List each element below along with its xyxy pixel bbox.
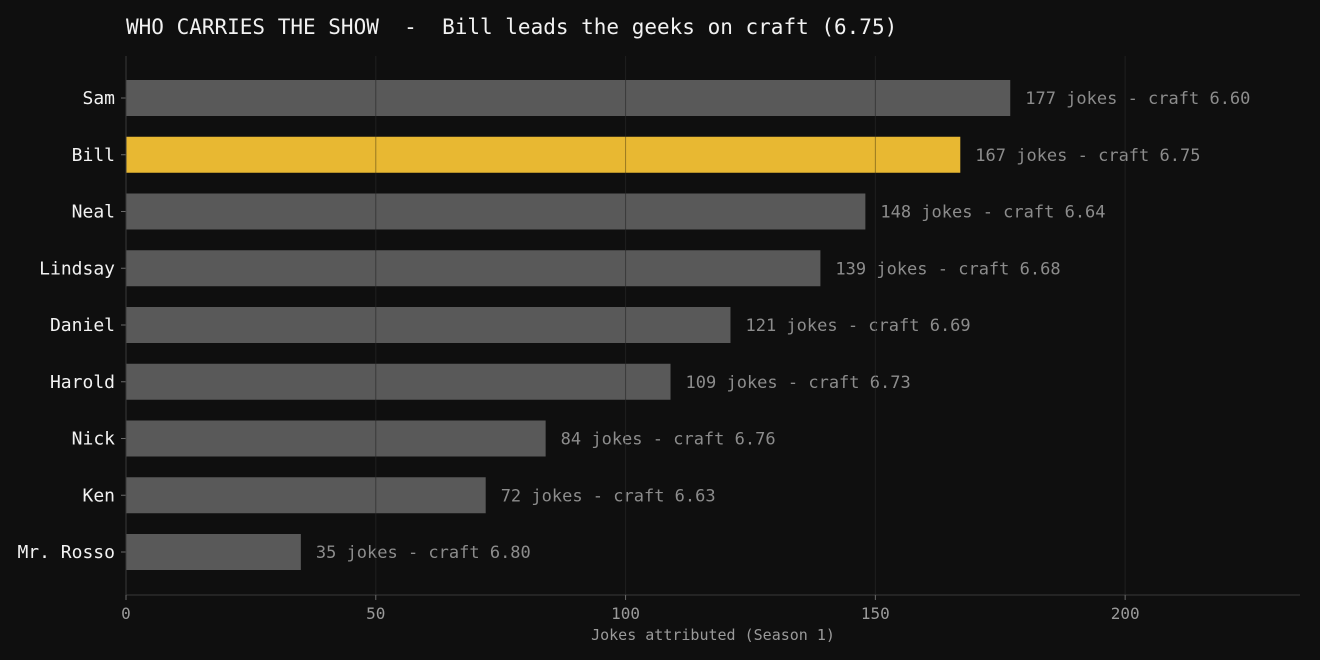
category-label-sam: Sam: [82, 88, 115, 109]
value-label-daniel: 121 jokes - craft 6.69: [745, 316, 970, 336]
chart-title: WHO CARRIES THE SHOW - Bill leads the ge…: [126, 15, 897, 39]
category-label-daniel: Daniel: [50, 315, 115, 336]
x-tick-label-50: 50: [366, 604, 385, 623]
x-tick-label-0: 0: [121, 604, 131, 623]
bar-mr-rosso: [126, 534, 301, 570]
bar-ken: [126, 477, 486, 514]
category-label-nick: Nick: [72, 429, 116, 450]
bars: Sam 177 jokes - craft 6.60 Bill 167 jokes -…: [17, 56, 1250, 595]
value-label-harold: 109 jokes - craft 6.73: [686, 373, 911, 393]
bar-sam: [126, 80, 1011, 116]
value-label-bill: 167 jokes - craft 6.75: [975, 146, 1200, 166]
bar-nick: [126, 420, 546, 457]
x-axis: 0 50 100 150 200: [121, 56, 1300, 623]
bar-bill: [126, 136, 961, 173]
x-tick-label-150: 150: [861, 604, 890, 623]
category-label-harold: Harold: [50, 372, 115, 393]
category-label-lindsay: Lindsay: [39, 258, 115, 279]
category-label-neal: Neal: [72, 202, 115, 223]
value-label-sam: 177 jokes - craft 6.60: [1025, 89, 1250, 109]
value-label-ken: 72 jokes - craft 6.63: [501, 486, 716, 506]
category-label-ken: Ken: [82, 485, 115, 506]
value-label-lindsay: 139 jokes - craft 6.68: [835, 259, 1060, 279]
x-tick-label-100: 100: [611, 604, 640, 623]
value-label-mr-rosso: 35 jokes - craft 6.80: [316, 543, 531, 563]
x-axis-title: Jokes attributed (Season 1): [591, 626, 835, 644]
x-tick-label-200: 200: [1111, 604, 1140, 623]
value-label-neal: 148 jokes - craft 6.64: [880, 203, 1105, 223]
bar-lindsay: [126, 250, 821, 287]
category-label-bill: Bill: [72, 145, 115, 166]
category-label-mr-rosso: Mr. Rosso: [17, 542, 115, 563]
bar-harold: [126, 363, 671, 400]
bar-neal: [126, 193, 866, 230]
value-label-nick: 84 jokes - craft 6.76: [561, 430, 776, 450]
bar-daniel: [126, 307, 731, 343]
